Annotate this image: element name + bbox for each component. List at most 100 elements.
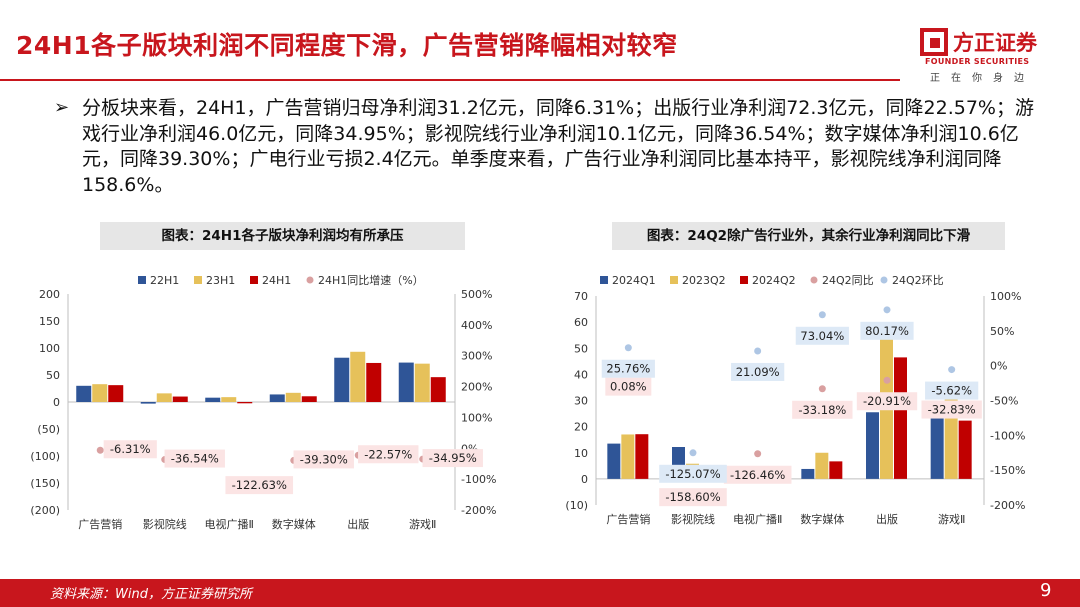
y2-tick-label: -50% [990, 395, 1018, 408]
bar-24H1 [172, 396, 188, 402]
y-tick-label: (100) [30, 450, 60, 463]
x-tick-label: 电视广播Ⅱ [733, 512, 782, 526]
y-tick-label: 40 [574, 368, 588, 381]
data-label: -39.30% [300, 452, 348, 466]
legend-swatch [250, 276, 258, 284]
legend-label: 2024Q1 [612, 274, 656, 287]
data-label: -22.57% [364, 447, 412, 461]
bar-23H1 [350, 351, 366, 402]
data-label: -36.54% [171, 452, 219, 466]
logo-name: 方正证券 [953, 31, 1037, 55]
y-tick-label: 20 [574, 421, 588, 434]
bar-22H1 [334, 357, 350, 402]
bullet-arrow-icon: ➢ [54, 97, 70, 118]
data-label-bg [293, 450, 354, 469]
data-label-bg [723, 465, 792, 484]
bar-22H1 [205, 397, 221, 402]
company-logo-icon [920, 28, 948, 56]
data-label-bg [358, 445, 419, 464]
data-label-bg [860, 321, 914, 340]
bar-2024Q2 [958, 420, 972, 479]
x-tick-label: 游戏Ⅱ [938, 513, 965, 526]
title-underline [0, 79, 900, 81]
bar-23H1 [414, 363, 430, 402]
data-label: -6.31% [110, 442, 151, 456]
bar-24H1 [301, 396, 317, 402]
data-label-bg [103, 440, 157, 459]
legend-swatch [880, 276, 888, 284]
bar-24H1 [108, 385, 124, 402]
dot-24Q2环比 [883, 306, 891, 314]
bar-2024Q2 [894, 357, 907, 479]
data-label: -126.46% [730, 468, 785, 482]
data-label: 0.08% [610, 380, 647, 394]
y-tick-label: 0 [53, 396, 60, 409]
legend-label: 24H1 [262, 274, 291, 287]
x-tick-label: 影视院线 [143, 517, 187, 531]
data-label: -20.91% [863, 394, 911, 408]
legend-swatch [138, 276, 146, 284]
bar-22H1 [398, 362, 414, 402]
data-label-bg [605, 377, 652, 396]
y2-tick-label: 100% [461, 411, 492, 424]
dot-24H1同比增速（%） [96, 446, 104, 454]
legend-label: 24Q2环比 [892, 274, 944, 287]
x-tick-label: 广告营销 [78, 517, 122, 531]
x-tick-label: 出版 [876, 512, 898, 526]
bar-22H1 [269, 394, 285, 402]
data-label-bg [659, 488, 727, 507]
data-label-bg [601, 359, 655, 378]
bar-23H1 [156, 393, 172, 402]
legend-swatch [600, 276, 608, 284]
data-label-bg [731, 362, 785, 381]
x-tick-label: 出版 [347, 517, 369, 531]
x-tick-label: 数字媒体 [272, 517, 316, 531]
bar-2024Q1 [866, 412, 879, 479]
bar-23H1 [92, 384, 108, 402]
bar-2024Q1 [607, 443, 621, 479]
y-tick-label: 100 [39, 342, 60, 355]
y-tick-label: 60 [574, 316, 588, 329]
y2-tick-label: -100% [990, 429, 1025, 442]
dot-24Q2环比 [754, 347, 762, 355]
page-number: 9 [1040, 580, 1052, 601]
bar-2024Q2 [635, 434, 649, 479]
bar-22H1 [76, 385, 92, 402]
bar-2023Q2 [621, 434, 635, 479]
data-label: -32.83% [928, 403, 976, 417]
bar-2024Q1 [930, 417, 944, 479]
y-tick-label: 50 [574, 342, 588, 355]
chart2-caption: 图表：24Q2除广告行业外，其余行业净利润同比下滑 [612, 222, 1005, 250]
legend-label: 24H1同比增速（%） [318, 273, 424, 287]
y-tick-label: 150 [39, 315, 60, 328]
x-tick-label: 游戏Ⅱ [409, 518, 436, 531]
dot-24Q2同比 [883, 376, 891, 384]
legend-label: 24Q2同比 [822, 274, 874, 287]
data-label: -34.95% [429, 451, 477, 465]
data-label: -122.63% [232, 478, 287, 492]
data-label-bg [164, 449, 225, 468]
bar-22H1 [140, 402, 156, 404]
y-tick-label: 0 [581, 473, 588, 486]
legend-swatch [194, 276, 202, 284]
y2-tick-label: 300% [461, 350, 492, 363]
data-label-bg [792, 400, 853, 419]
legend-swatch [670, 276, 678, 284]
y-tick-label: 50 [46, 369, 60, 382]
legend-label: 23H1 [206, 274, 235, 287]
bar-23H1 [221, 397, 237, 402]
dot-24Q2环比 [689, 449, 697, 457]
x-tick-label: 广告营销 [606, 512, 650, 526]
chart1-area: 200 150 100 50 0 (50) (100) (150) (200) 500% 400% 3… [30, 273, 496, 531]
data-label: -5.62% [931, 384, 972, 398]
x-tick-label: 数字媒体 [800, 512, 844, 526]
y-tick-label: 10 [574, 447, 588, 460]
legend-label: 2024Q2 [752, 274, 796, 287]
y2-tick-label: 200% [461, 381, 492, 394]
y2-tick-label: 400% [461, 319, 492, 332]
legend-swatch [810, 276, 818, 284]
logo-english-name: FOUNDER SECURITIES [925, 57, 1030, 66]
legend-label: 22H1 [150, 274, 179, 287]
chart1-caption: 图表：24H1各子版块净利润均有所承压 [100, 222, 465, 250]
legend-label: 2023Q2 [682, 274, 726, 287]
